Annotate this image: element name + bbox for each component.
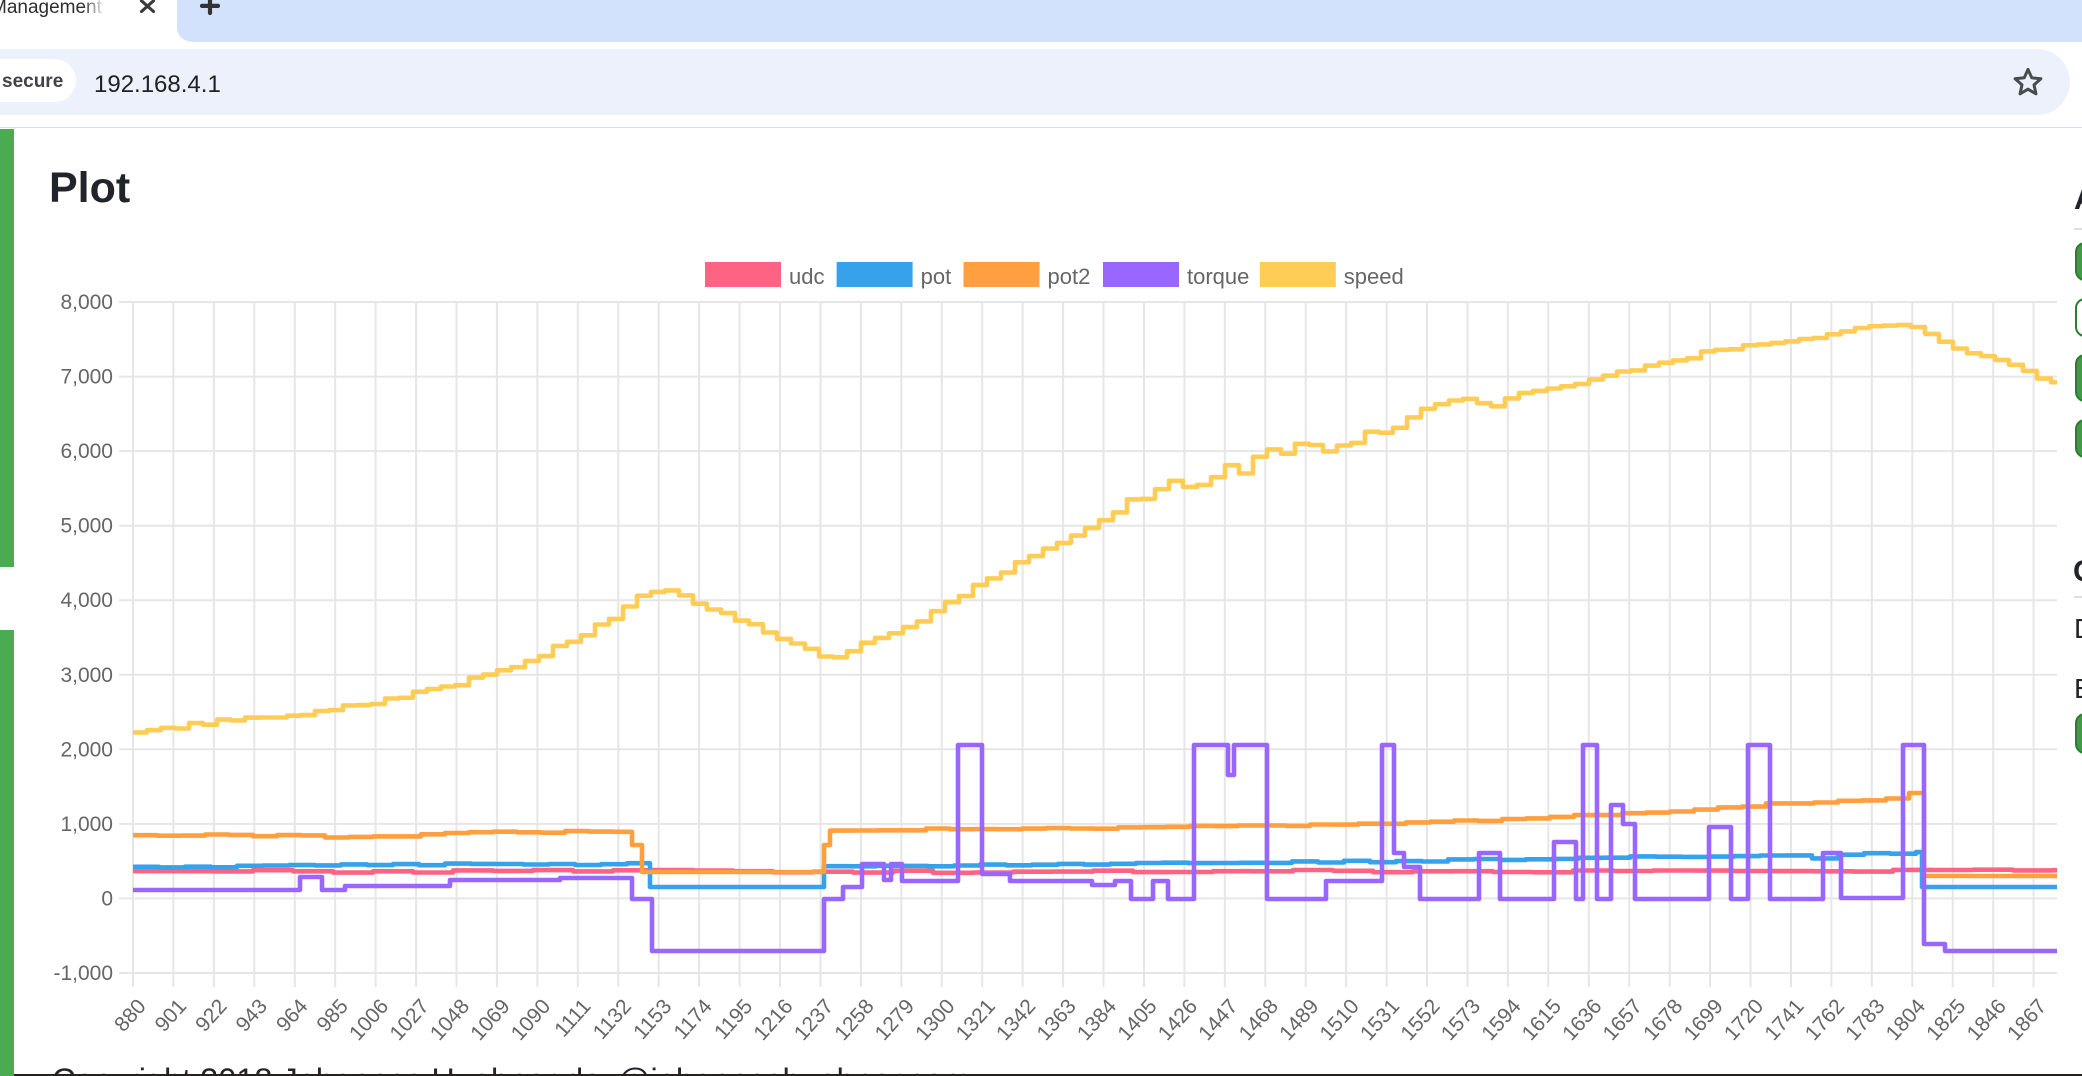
svg-text:6,000: 6,000 — [60, 440, 113, 463]
svg-text:1300: 1300 — [911, 995, 959, 1045]
svg-text:1594: 1594 — [1477, 995, 1526, 1045]
svg-text:1783: 1783 — [1841, 995, 1889, 1045]
svg-text:0: 0 — [101, 887, 113, 910]
svg-text:5,000: 5,000 — [60, 515, 113, 538]
svg-text:7,000: 7,000 — [60, 366, 113, 389]
svg-text:1720: 1720 — [1720, 995, 1768, 1045]
svg-text:1426: 1426 — [1154, 995, 1202, 1045]
svg-text:8,000: 8,000 — [60, 291, 113, 314]
svg-text:1195: 1195 — [710, 995, 757, 1044]
svg-text:1258: 1258 — [830, 995, 878, 1045]
svg-text:1636: 1636 — [1558, 995, 1606, 1045]
svg-text:4,000: 4,000 — [60, 589, 113, 612]
svg-text:1741: 1741 — [1760, 995, 1808, 1045]
svg-text:1447: 1447 — [1194, 995, 1242, 1045]
svg-text:pot: pot — [921, 264, 952, 289]
svg-text:3,000: 3,000 — [60, 664, 113, 687]
svg-text:1342: 1342 — [992, 995, 1040, 1045]
svg-text:1825: 1825 — [1922, 995, 1970, 1045]
svg-text:1321: 1321 — [952, 995, 1000, 1045]
svg-text:1510: 1510 — [1315, 995, 1363, 1045]
svg-text:1,000: 1,000 — [60, 813, 113, 836]
svg-text:1363: 1363 — [1032, 995, 1080, 1045]
svg-text:speed: speed — [1344, 264, 1404, 289]
svg-text:1699: 1699 — [1679, 995, 1727, 1045]
svg-text:1090: 1090 — [507, 995, 555, 1045]
svg-text:1237: 1237 — [790, 995, 838, 1045]
svg-text:1552: 1552 — [1396, 995, 1444, 1045]
svg-text:901: 901 — [151, 995, 192, 1036]
svg-text:1279: 1279 — [871, 995, 919, 1045]
svg-text:1069: 1069 — [466, 995, 514, 1045]
svg-text:1006: 1006 — [345, 995, 393, 1045]
svg-text:1468: 1468 — [1235, 995, 1283, 1045]
svg-text:1027: 1027 — [385, 995, 433, 1045]
svg-text:943: 943 — [231, 995, 272, 1036]
svg-text:1384: 1384 — [1073, 995, 1122, 1045]
svg-text:1678: 1678 — [1639, 995, 1687, 1045]
svg-text:2,000: 2,000 — [60, 738, 113, 761]
svg-text:1405: 1405 — [1113, 995, 1161, 1045]
svg-text:1048: 1048 — [426, 995, 474, 1045]
svg-text:1489: 1489 — [1275, 995, 1323, 1045]
svg-text:964: 964 — [272, 995, 313, 1037]
svg-text:-1,000: -1,000 — [53, 962, 113, 985]
svg-text:1531: 1531 — [1356, 995, 1404, 1045]
svg-text:1762: 1762 — [1801, 995, 1849, 1045]
svg-text:1111: 1111 — [550, 995, 595, 1042]
svg-text:1615: 1615 — [1518, 995, 1566, 1045]
svg-text:1216: 1216 — [749, 995, 797, 1045]
svg-text:1573: 1573 — [1437, 995, 1485, 1045]
svg-text:922: 922 — [191, 995, 232, 1036]
svg-text:1804: 1804 — [1882, 995, 1931, 1045]
svg-text:1846: 1846 — [1963, 995, 2011, 1045]
svg-text:1174: 1174 — [669, 995, 717, 1044]
svg-text:1132: 1132 — [589, 995, 636, 1044]
svg-text:pot2: pot2 — [1048, 264, 1091, 289]
svg-text:udc: udc — [789, 264, 824, 289]
svg-text:880: 880 — [110, 995, 151, 1036]
svg-text:torque: torque — [1187, 264, 1249, 289]
svg-text:1867: 1867 — [2003, 995, 2051, 1045]
svg-text:1153: 1153 — [629, 995, 676, 1044]
svg-text:1657: 1657 — [1599, 995, 1647, 1045]
